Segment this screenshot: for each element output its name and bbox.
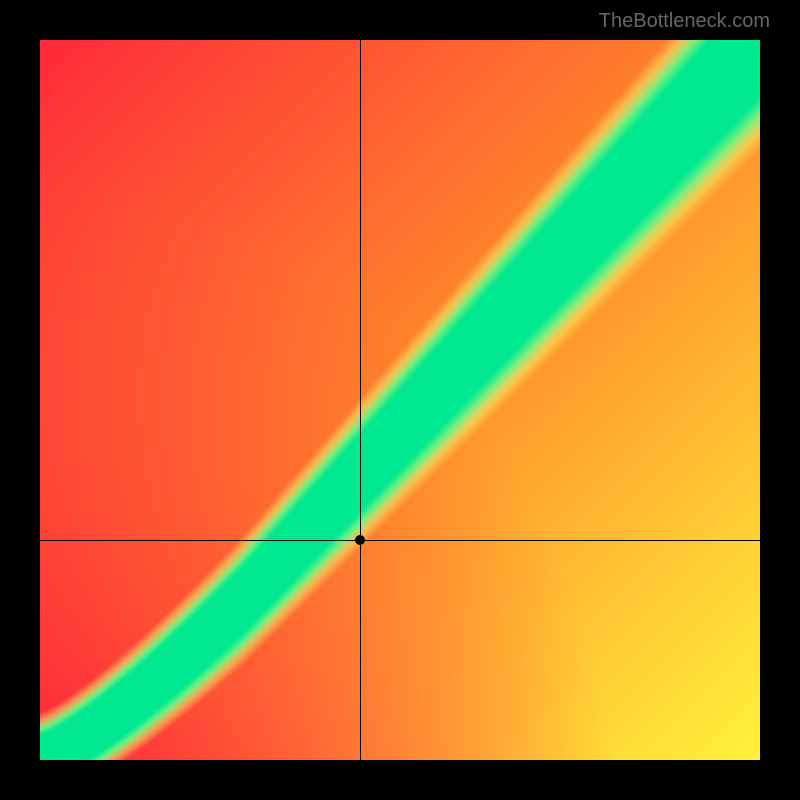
watermark-text: TheBottleneck.com [599,10,770,33]
heatmap-chart [40,40,760,760]
heatmap-canvas [40,40,760,760]
marker-dot [355,535,365,545]
crosshair-vertical [360,40,361,760]
crosshair-horizontal [40,540,760,541]
